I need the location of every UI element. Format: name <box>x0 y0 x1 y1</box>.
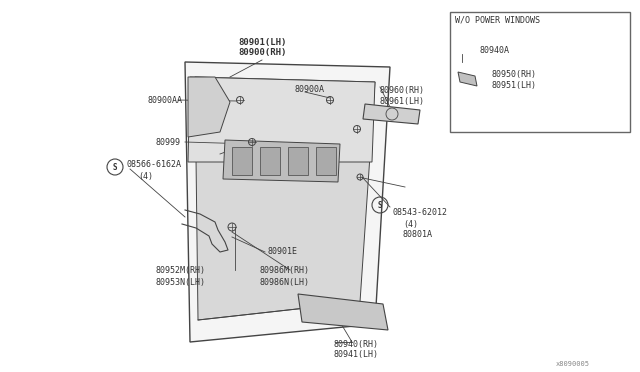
Polygon shape <box>223 140 340 182</box>
Text: 80986N(LH): 80986N(LH) <box>260 278 310 286</box>
Text: 80940A: 80940A <box>480 45 510 55</box>
Text: (4): (4) <box>138 171 153 180</box>
Polygon shape <box>185 62 390 342</box>
Text: 80900(RH): 80900(RH) <box>238 48 286 57</box>
Text: 80901E: 80901E <box>268 247 298 257</box>
Text: W/O POWER WINDOWS: W/O POWER WINDOWS <box>455 16 540 25</box>
Text: 80960(RH): 80960(RH) <box>380 86 425 94</box>
Polygon shape <box>188 77 230 137</box>
Text: 08543-62012: 08543-62012 <box>393 208 448 217</box>
Polygon shape <box>260 147 280 175</box>
Text: x8090005: x8090005 <box>556 361 590 367</box>
Polygon shape <box>458 72 477 86</box>
Text: 80900A: 80900A <box>295 84 325 93</box>
Text: 80961(LH): 80961(LH) <box>380 96 425 106</box>
Text: S: S <box>378 201 382 209</box>
Polygon shape <box>232 147 252 175</box>
Text: 80940(RH): 80940(RH) <box>334 340 379 349</box>
Polygon shape <box>288 147 308 175</box>
Polygon shape <box>188 77 375 162</box>
Text: (4): (4) <box>403 219 418 228</box>
Polygon shape <box>363 104 420 124</box>
Text: 80901(LH): 80901(LH) <box>238 38 286 46</box>
Polygon shape <box>195 77 375 320</box>
Text: 80951(LH): 80951(LH) <box>492 80 537 90</box>
Text: 80952M(RH): 80952M(RH) <box>155 266 205 275</box>
Text: 80986M(RH): 80986M(RH) <box>260 266 310 275</box>
Text: 80999: 80999 <box>155 138 180 147</box>
Text: 80941(LH): 80941(LH) <box>334 350 379 359</box>
Text: 80953N(LH): 80953N(LH) <box>155 278 205 286</box>
Text: 80801A: 80801A <box>403 230 433 238</box>
Polygon shape <box>316 147 336 175</box>
Text: 80900AA: 80900AA <box>148 96 183 105</box>
Polygon shape <box>298 294 388 330</box>
Text: S: S <box>113 163 117 171</box>
Text: 08566-6162A: 08566-6162A <box>126 160 181 169</box>
Text: 80950(RH): 80950(RH) <box>492 70 537 78</box>
Bar <box>450 12 630 132</box>
